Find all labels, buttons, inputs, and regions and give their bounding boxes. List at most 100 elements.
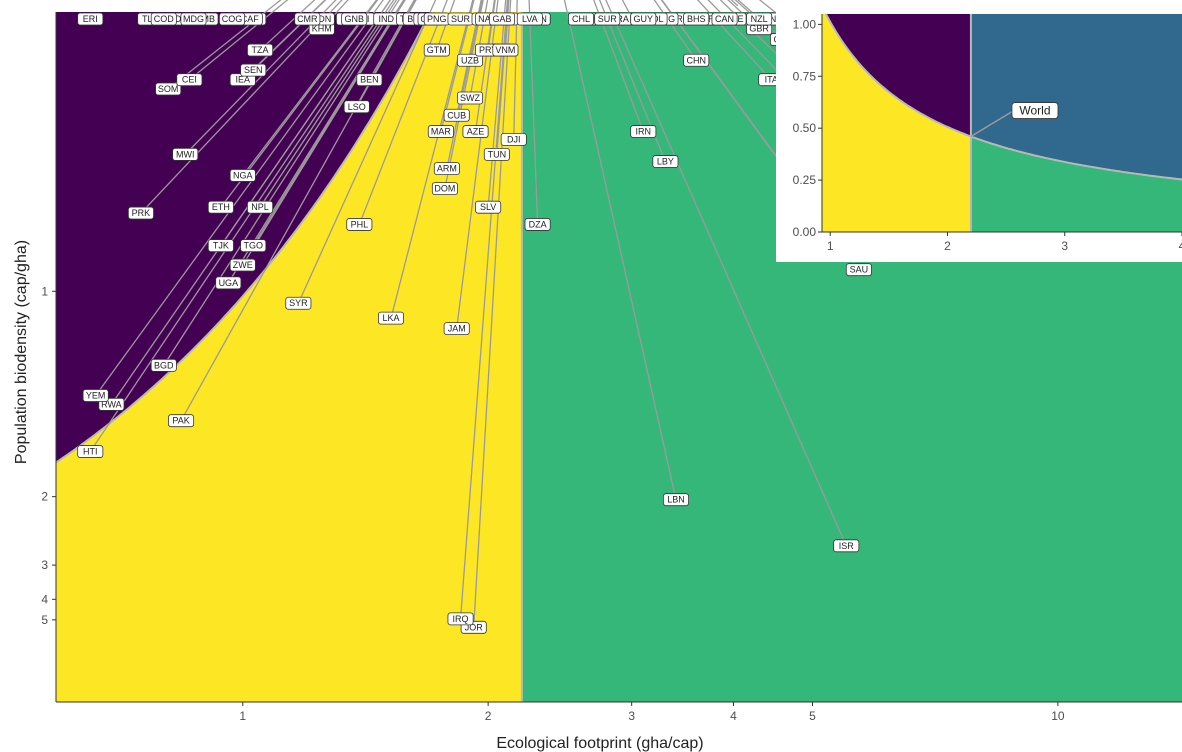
country-label-box [423, 43, 450, 57]
country-label: GTM [423, 43, 450, 57]
country-label-box [215, 276, 242, 290]
inset-x-tick-label: 2 [944, 239, 951, 253]
country-label: NGA [229, 169, 256, 182]
leader-line [390, 0, 474, 319]
country-label-box [240, 63, 267, 77]
country-label: DZA [524, 218, 551, 231]
country-label-text: ITA [765, 75, 778, 85]
leader-line [163, 0, 400, 366]
leader-line [252, 0, 327, 71]
country-label-text: SAU [850, 265, 869, 275]
country-label-box [652, 155, 679, 168]
country-label-text: LSO [348, 102, 366, 112]
country-label-box [247, 200, 274, 214]
country-label-box [456, 91, 483, 105]
country-label: SAU [845, 263, 872, 277]
country-label: SUR [594, 12, 621, 26]
country-label: PNG [423, 12, 450, 26]
country-label-text: ISR [839, 541, 855, 551]
country-label: TUN [483, 147, 510, 161]
leader-line [593, 0, 644, 132]
country-label-text: DOM [434, 184, 455, 194]
leader-line [356, 0, 417, 108]
country-label-box [377, 311, 404, 325]
world-label-box [1011, 102, 1059, 119]
y-tick-label: 3 [41, 558, 48, 572]
leader-line [188, 0, 289, 81]
country-label-box [483, 147, 510, 161]
country-label-box [207, 200, 234, 214]
world-label-text: World [1019, 104, 1050, 118]
country-label: BGD [150, 358, 177, 372]
leader-line [259, 0, 398, 208]
country-label: DJI [500, 132, 527, 146]
country-label-box [456, 53, 483, 67]
country-label: LKA [377, 311, 404, 325]
inset-y-tick-label: 0.50 [793, 121, 817, 135]
country-label-text: JOR [465, 622, 484, 632]
country-label-box [343, 100, 370, 114]
country-label: CHN [683, 53, 710, 67]
leader-line [473, 0, 512, 628]
country-label-box [833, 539, 860, 553]
country-label-text: CEI [182, 75, 197, 85]
country-label-text: SEN [244, 65, 263, 75]
country-label-box [218, 12, 245, 26]
country-label: ARM [433, 162, 460, 176]
country-label-text: CMR [297, 14, 318, 24]
country-label-box [443, 108, 470, 122]
inset-y-tick-label: 0.00 [793, 225, 817, 239]
leader-lines [89, 0, 1178, 628]
x-tick-label: 4 [730, 709, 737, 723]
country-label-text: SWZ [460, 93, 480, 103]
country-label-text: IEA [236, 75, 251, 85]
country-label-box [180, 12, 207, 26]
leader-line [456, 0, 499, 329]
x-tick-label: 1 [239, 709, 246, 723]
country-label-text: CHL [572, 14, 590, 24]
country-label-text: JAM [448, 324, 466, 334]
country-label: VNM [492, 43, 519, 57]
world-leader-line [970, 110, 1013, 138]
country-label-text: LBN [667, 495, 685, 505]
x-axis-title: Ecological footprint (gha/cap) [496, 735, 703, 752]
leader-line [89, 0, 395, 452]
country-label: BHS [683, 12, 710, 26]
leader-line [184, 0, 337, 155]
inset-y-tick-label: 0.25 [793, 173, 817, 187]
country-label: ETH [207, 200, 234, 214]
country-label-text: LBY [657, 157, 674, 167]
country-label-box [489, 12, 516, 26]
country-label-text: MAR [431, 127, 452, 137]
country-label-text: PNG [427, 14, 447, 24]
country-label-box [746, 12, 773, 26]
country-label: UZB [456, 53, 483, 67]
leader-line [436, 0, 456, 51]
leader-line [696, 0, 772, 81]
country-label-text: IRN [636, 127, 652, 137]
country-label-text: GTM [427, 45, 447, 55]
leader-line [446, 0, 483, 169]
country-label-box [155, 82, 182, 96]
country-label-box [475, 200, 502, 214]
y-tick-label: 1 [41, 284, 48, 298]
country-label: CHL [568, 12, 595, 26]
country-label-box [500, 132, 527, 146]
country-label-text: IRQ [453, 614, 469, 624]
country-label-box [711, 12, 738, 26]
country-label-text: SOM [158, 84, 179, 94]
country-label-text: MOZ [167, 14, 187, 24]
country-label-box [82, 389, 109, 402]
country-label: GNB [341, 12, 368, 26]
inset-boundary-curve [824, 14, 1182, 181]
leader-line [220, 0, 379, 208]
country-label: SOM [155, 82, 182, 96]
y-tick-label: 5 [41, 613, 48, 627]
country-label: LBN [662, 493, 689, 507]
country-label: CMR [294, 12, 321, 26]
country-label-text: GBR [749, 24, 769, 34]
country-label-box [662, 493, 689, 507]
inset-plot: World 1 2 3 4 0.00 0.25 0.50 0.75 1.00 [776, 0, 1182, 262]
country-label-text: SUR [598, 14, 618, 24]
